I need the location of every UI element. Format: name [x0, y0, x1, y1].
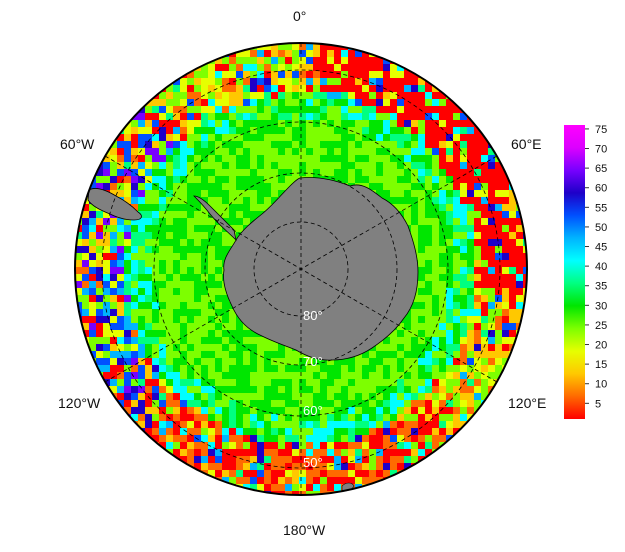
lat-label-50: 50°	[303, 455, 323, 470]
antarctica-landmass	[223, 177, 419, 361]
lon-label-60w: 60°W	[60, 136, 95, 152]
lon-label-0: 0°	[293, 8, 307, 24]
lon-label-120e: 120°E	[508, 395, 547, 411]
lon-label-60e: 60°E	[511, 136, 542, 152]
antarctic-peninsula	[193, 195, 237, 242]
map-boundary	[74, 42, 528, 496]
lat-label-80: 80°	[303, 308, 323, 323]
graticule	[101, 43, 501, 495]
lat-label-60: 60°	[303, 403, 323, 418]
lon-label-180w: 180°W	[283, 522, 326, 538]
lon-label-120w: 120°W	[58, 395, 101, 411]
lat-label-70: 70°	[303, 354, 323, 369]
south-america-tip	[87, 188, 142, 221]
